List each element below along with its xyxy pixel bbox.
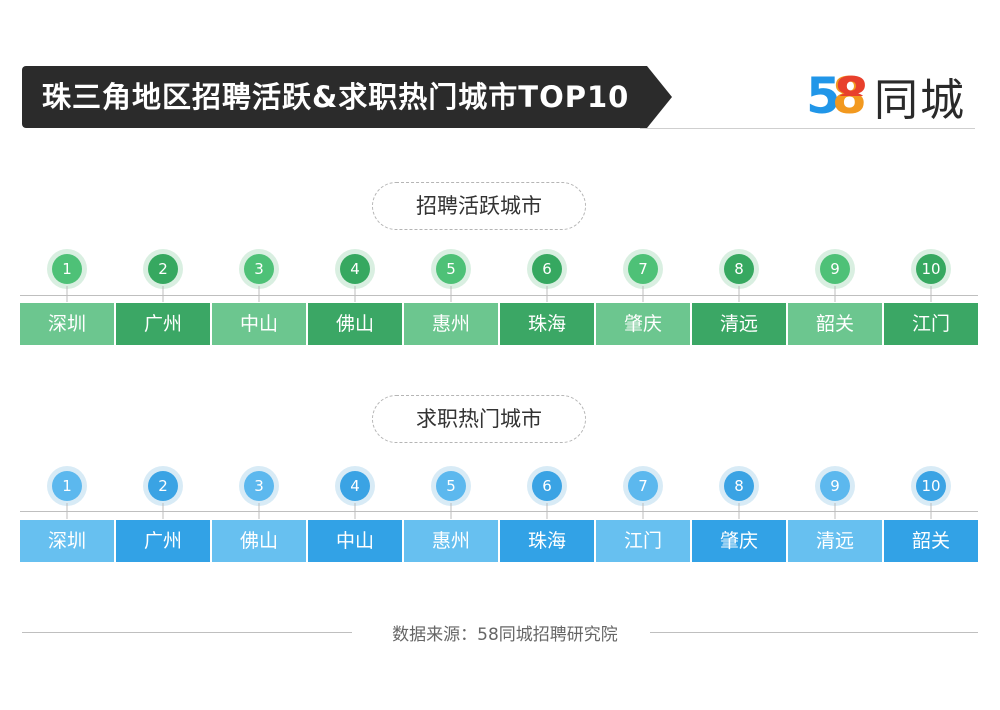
rank-badge: 7 xyxy=(628,471,658,501)
rank-badge: 1 xyxy=(52,471,82,501)
header-divider xyxy=(640,128,975,129)
city-cell: 珠海 xyxy=(500,520,594,562)
title-banner: 珠三角地区招聘活跃&求职热门城市TOP10 xyxy=(22,66,672,128)
rank-badge: 1 xyxy=(52,254,82,284)
rank-badge: 5 xyxy=(436,254,466,284)
rank-badge: 5 xyxy=(436,471,466,501)
data-source: 数据来源：58同城招聘研究院 xyxy=(392,625,618,645)
rank-connector xyxy=(354,286,356,302)
rank-connector xyxy=(354,503,356,519)
rank-badge: 3 xyxy=(244,471,274,501)
city-cell: 中山 xyxy=(308,520,402,562)
rank-badge: 6 xyxy=(532,254,562,284)
page-title: 珠三角地区招聘活跃&求职热门城市TOP10 xyxy=(42,80,630,114)
rank-badge: 8 xyxy=(724,471,754,501)
rank-badge: 3 xyxy=(244,254,274,284)
brand-logo: 5 8 8 同城 xyxy=(806,67,966,126)
logo-digits: 5 8 8 xyxy=(806,67,869,125)
city-cell: 韶关 xyxy=(884,520,978,562)
rank-connector xyxy=(738,503,740,519)
city-cell: 佛山 xyxy=(212,520,306,562)
city-cell: 肇庆 xyxy=(692,520,786,562)
rank-connector xyxy=(66,503,68,519)
jobseek-row-line xyxy=(20,511,978,512)
city-cell: 惠州 xyxy=(404,520,498,562)
rank-connector xyxy=(546,503,548,519)
rank-connector xyxy=(738,286,740,302)
city-cell: 佛山 xyxy=(308,303,402,345)
city-cell: 中山 xyxy=(212,303,306,345)
rank-connector xyxy=(642,503,644,519)
rank-connector xyxy=(450,503,452,519)
city-cell: 韶关 xyxy=(788,303,882,345)
rank-connector xyxy=(450,286,452,302)
rank-connector xyxy=(930,286,932,302)
rank-connector xyxy=(642,286,644,302)
recruit-row-line xyxy=(20,295,978,296)
city-cell: 珠海 xyxy=(500,303,594,345)
city-cell: 江门 xyxy=(596,520,690,562)
rank-connector xyxy=(162,503,164,519)
city-cell: 广州 xyxy=(116,303,210,345)
rank-connector xyxy=(258,286,260,302)
city-cell: 清远 xyxy=(788,520,882,562)
rank-badge: 10 xyxy=(916,254,946,284)
footer-divider-left xyxy=(22,632,352,633)
recruit-section-label: 招聘活跃城市 xyxy=(372,182,586,230)
rank-connector xyxy=(834,503,836,519)
rank-badge: 8 xyxy=(724,254,754,284)
rank-badge: 2 xyxy=(148,471,178,501)
rank-badge: 7 xyxy=(628,254,658,284)
rank-badge: 4 xyxy=(340,254,370,284)
city-cell: 肇庆 xyxy=(596,303,690,345)
rank-connector xyxy=(834,286,836,302)
city-cell: 广州 xyxy=(116,520,210,562)
logo-text: 同城 xyxy=(874,75,966,126)
rank-connector xyxy=(930,503,932,519)
rank-connector xyxy=(258,503,260,519)
rank-connector xyxy=(162,286,164,302)
rank-badge: 9 xyxy=(820,254,850,284)
rank-badge: 9 xyxy=(820,471,850,501)
rank-badge: 10 xyxy=(916,471,946,501)
rank-connector xyxy=(66,286,68,302)
rank-connector xyxy=(546,286,548,302)
city-cell: 江门 xyxy=(884,303,978,345)
jobseek-section-label: 求职热门城市 xyxy=(372,395,586,443)
rank-badge: 4 xyxy=(340,471,370,501)
city-cell: 清远 xyxy=(692,303,786,345)
city-cell: 深圳 xyxy=(20,303,114,345)
footer-divider-right xyxy=(650,632,978,633)
city-cell: 惠州 xyxy=(404,303,498,345)
city-cell: 深圳 xyxy=(20,520,114,562)
rank-badge: 6 xyxy=(532,471,562,501)
rank-badge: 2 xyxy=(148,254,178,284)
